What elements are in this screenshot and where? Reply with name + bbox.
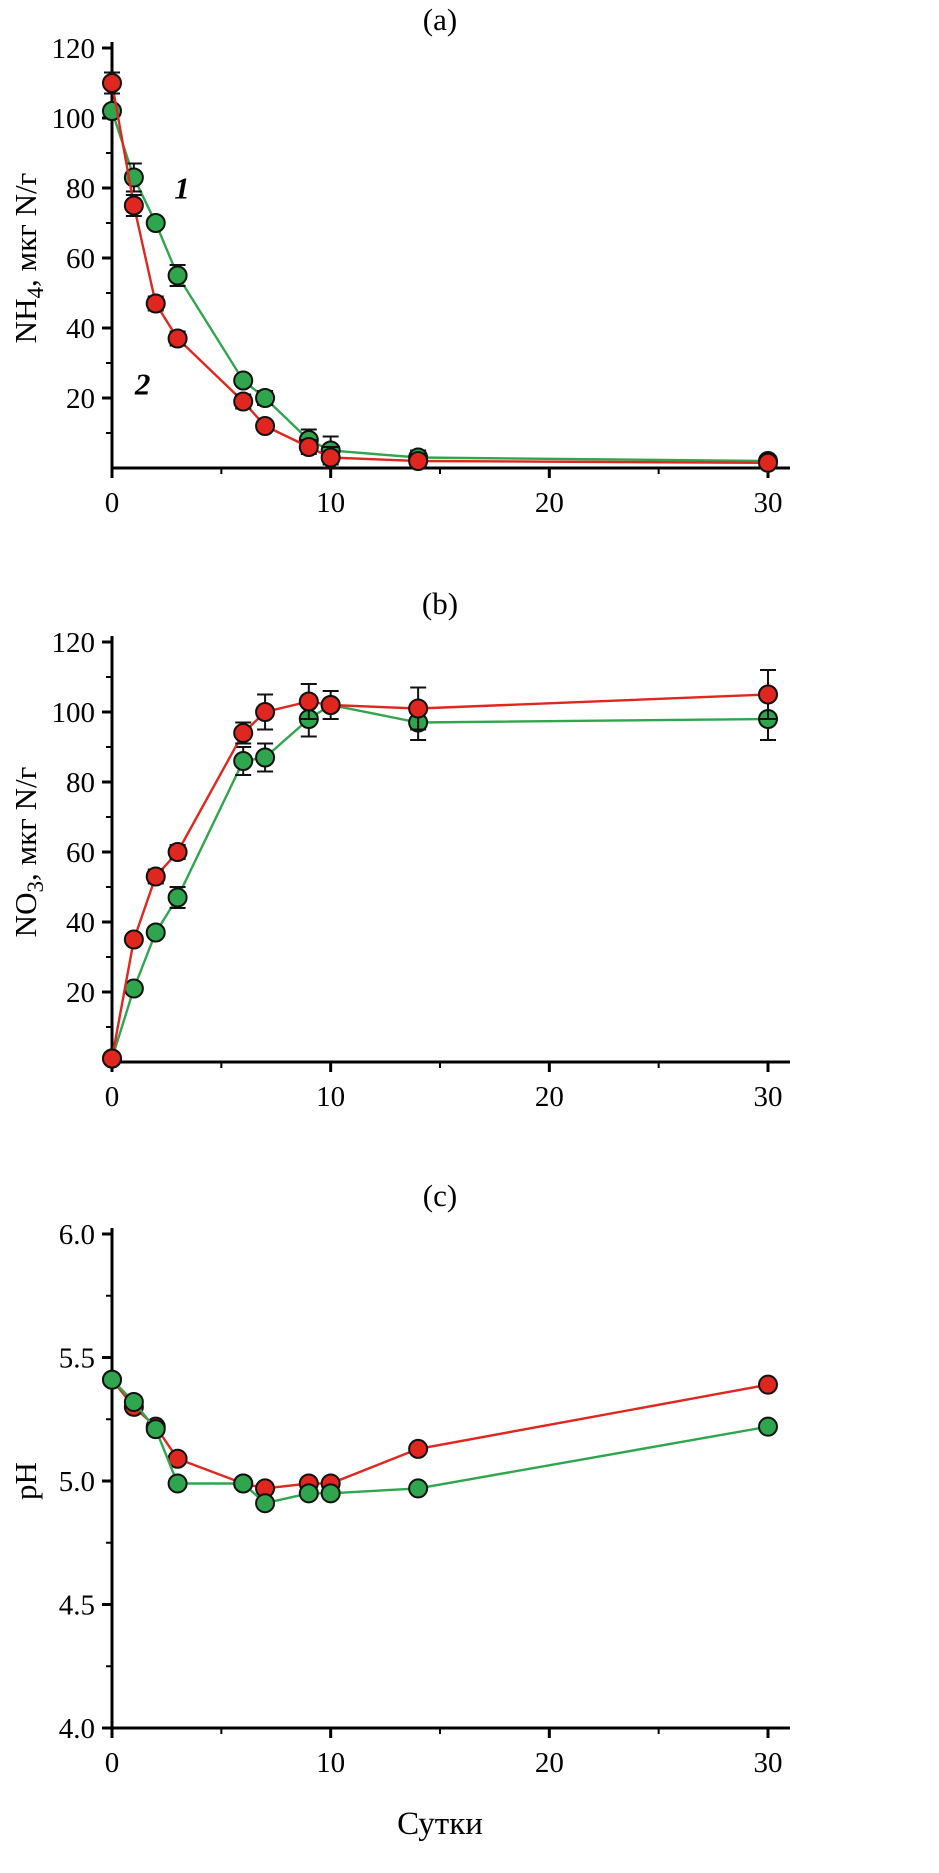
x-tick-label: 20 [535, 1747, 564, 1779]
y-axis-title: pH [8, 1462, 43, 1500]
y-tick-label: 6.0 [59, 1219, 95, 1251]
data-point-red [102, 1048, 122, 1069]
y-tick-label: 4.5 [59, 1590, 95, 1622]
y-axis-title: NO3, мкг N/г [8, 767, 48, 938]
x-tick-label: 10 [316, 1081, 345, 1113]
data-point-red [298, 437, 319, 457]
y-tick-label: 100 [52, 697, 96, 729]
panel-title: (a) [423, 2, 457, 37]
panel-b: 20 40 60 80 100 120 0 10 20 30 (b) NO3, мкг N/г [0, 580, 939, 1172]
data-point-red [123, 195, 144, 216]
y-tick-label: 80 [66, 767, 95, 799]
y-tick-label: 5.0 [59, 1466, 95, 1498]
series-red-line [110, 82, 769, 464]
data-point-green [145, 922, 166, 943]
data-point-red [408, 698, 429, 719]
series-green-line [110, 110, 769, 463]
y-tick-label: 40 [66, 907, 95, 939]
series-green-line [111, 1378, 769, 1505]
series-number-label: 1 [174, 171, 190, 206]
y-tick-label: 20 [66, 977, 95, 1009]
data-point-red [167, 842, 188, 862]
data-point-green [408, 1478, 429, 1499]
data-point-green [167, 265, 188, 286]
data-point-green [255, 388, 276, 408]
chart-panel-b: 20 40 60 80 100 120 0 10 20 30 (b) NO3, мкг N/г [8, 586, 790, 1113]
panel-c: 4.0 4.5 5.0 5.5 6.0 0 10 20 30 (c) pH Сутки [0, 1172, 939, 1873]
data-point-green [320, 1483, 341, 1504]
chart-panel-c: 4.0 4.5 5.0 5.5 6.0 0 10 20 30 (c) pH Сутки [8, 1178, 790, 1842]
data-point-red [408, 451, 429, 471]
y-tick-label: 120 [52, 33, 96, 65]
y-axis-title: NH4, мкг N/г [8, 173, 48, 344]
data-point-green [123, 978, 144, 999]
data-point-green [145, 1419, 166, 1440]
data-point-red [320, 447, 341, 468]
data-point-red [320, 695, 341, 715]
data-point-red [233, 391, 254, 412]
series-green-line [110, 703, 769, 1059]
x-tick-label: 0 [105, 1081, 120, 1113]
x-tick-label: 30 [754, 487, 783, 519]
x-tick-label: 30 [754, 1747, 783, 1779]
x-tick-label: 20 [535, 1081, 564, 1113]
data-point-green [233, 751, 254, 771]
data-point-green [233, 370, 254, 391]
data-point-green [145, 213, 166, 233]
data-point-red [145, 866, 166, 887]
y-tick-label: 5.5 [59, 1343, 95, 1375]
y-tick-label: 60 [66, 837, 95, 869]
x-tick-label: 30 [754, 1081, 783, 1113]
x-tick-label: 0 [105, 487, 120, 519]
panel-title: (c) [423, 1178, 457, 1213]
data-point-green [167, 1473, 188, 1494]
data-point-green [758, 1416, 778, 1437]
data-point-green [255, 747, 276, 768]
x-tick-label: 20 [535, 487, 564, 519]
series-number-label: 2 [134, 367, 151, 402]
panel-title: (b) [422, 586, 458, 621]
data-point-green [123, 1391, 144, 1412]
data-point-green [233, 1473, 254, 1494]
panel-a: 20 40 60 80 100 120 0 10 20 30 1 2 (a) NH4, мкг N/г [0, 0, 939, 580]
x-tick-label: 10 [316, 487, 345, 519]
y-tick-label: 4.0 [59, 1713, 95, 1745]
data-point-red [255, 702, 276, 722]
x-tick-label: 0 [105, 1747, 120, 1779]
data-point-red [408, 1438, 429, 1459]
y-tick-label: 20 [66, 383, 95, 415]
chart-panel-a: 20 40 60 80 100 120 0 10 20 30 1 2 (a) NH4, мкг N/г [8, 2, 790, 519]
data-point-red [233, 723, 254, 743]
data-point-red [758, 684, 778, 705]
data-point-red [167, 328, 188, 349]
y-tick-label: 40 [66, 313, 95, 345]
x-tick-label: 10 [316, 1747, 345, 1779]
y-tick-label: 120 [52, 627, 96, 659]
series-red-line [110, 693, 769, 1059]
data-point-red [758, 452, 778, 473]
data-point-green [102, 1369, 122, 1390]
data-point-red [255, 416, 276, 436]
data-point-red [123, 929, 144, 950]
y-tick-label: 80 [66, 173, 95, 205]
y-tick-label: 100 [52, 103, 96, 135]
data-point-green [298, 1483, 319, 1504]
data-point-green [167, 887, 188, 908]
data-point-red [145, 293, 166, 314]
x-axis-title: Сутки [397, 1806, 483, 1842]
data-point-red [102, 73, 122, 93]
data-point-green [255, 1493, 276, 1514]
y-tick-label: 60 [66, 243, 95, 275]
series-red-line [111, 1378, 769, 1490]
data-point-red [298, 691, 319, 712]
data-point-red [758, 1374, 778, 1395]
